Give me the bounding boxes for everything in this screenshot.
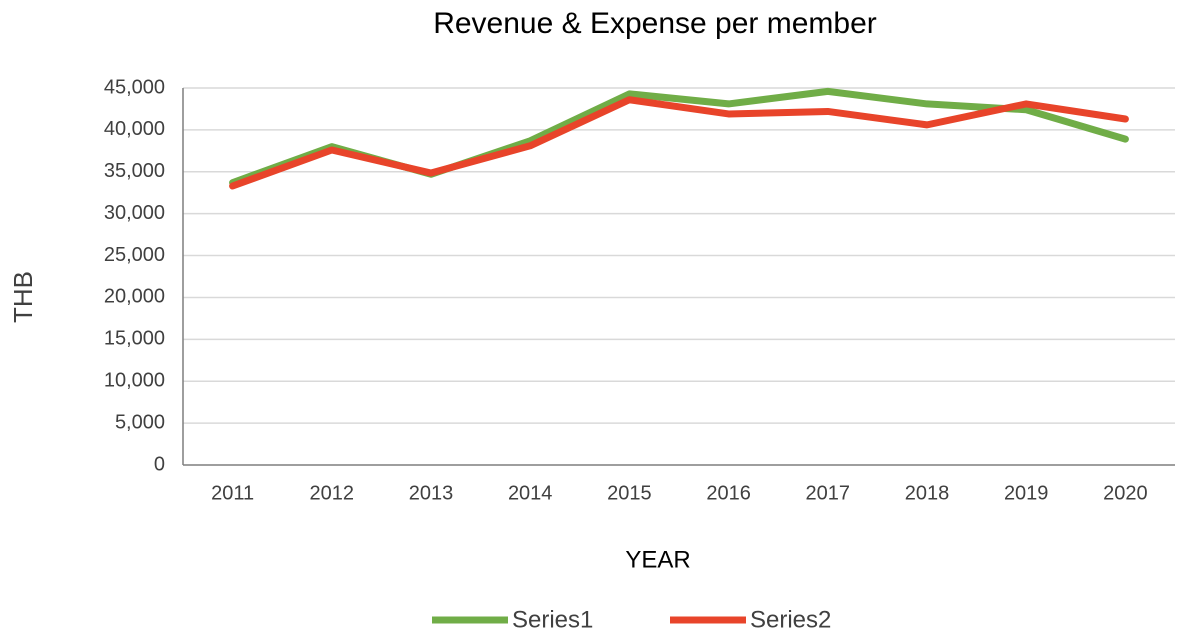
y-tick-label: 30,000 (104, 202, 165, 224)
x-tick-label: 2017 (806, 482, 851, 504)
x-tick-label: 2014 (508, 482, 553, 504)
y-tick-label: 45,000 (104, 76, 165, 98)
series-line (229, 96, 1129, 190)
x-tick-label: 2013 (409, 482, 454, 504)
y-tick-label: 25,000 (104, 244, 165, 266)
y-tick-label: 40,000 (104, 118, 165, 140)
x-tick-label: 2016 (706, 482, 751, 504)
y-tick-label: 20,000 (104, 286, 165, 308)
y-tick-label: 5,000 (115, 411, 165, 433)
y-tick-label: 0 (154, 453, 165, 475)
x-axis-title: YEAR (625, 546, 690, 573)
x-tick-label: 2011 (211, 482, 254, 504)
x-tick-label: 2015 (607, 482, 652, 504)
x-tick-label: 2019 (1004, 482, 1049, 504)
legend-label: Series1 (512, 606, 593, 633)
y-tick-label: 15,000 (104, 328, 165, 350)
y-axis-title: THB (8, 271, 38, 323)
x-tick-label: 2018 (905, 482, 950, 504)
x-tick-label: 2012 (310, 482, 355, 504)
x-tick-label: 2020 (1103, 482, 1148, 504)
chart-title: Revenue & Expense per member (433, 7, 877, 40)
y-tick-label: 35,000 (104, 160, 165, 182)
legend-label: Series2 (750, 606, 831, 633)
y-tick-label: 10,000 (104, 370, 165, 392)
